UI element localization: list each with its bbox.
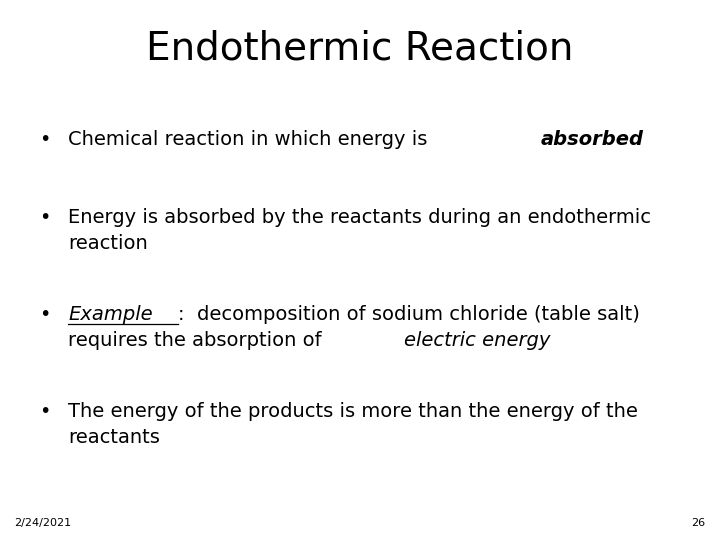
Text: electric energy: electric energy <box>404 331 550 350</box>
Text: •: • <box>40 130 51 148</box>
Text: •: • <box>40 305 51 324</box>
Text: Chemical reaction in which energy is: Chemical reaction in which energy is <box>68 130 434 148</box>
Text: requires the absorption of: requires the absorption of <box>68 331 328 350</box>
Text: •: • <box>40 208 51 227</box>
Text: absorbed: absorbed <box>540 130 643 148</box>
Text: Endothermic Reaction: Endothermic Reaction <box>146 30 574 68</box>
Text: •: • <box>40 402 51 421</box>
Text: 26: 26 <box>691 518 706 528</box>
Text: Example: Example <box>68 305 153 324</box>
Text: The energy of the products is more than the energy of the: The energy of the products is more than … <box>68 402 638 421</box>
Text: :  decomposition of sodium chloride (table salt): : decomposition of sodium chloride (tabl… <box>178 305 639 324</box>
Text: 2/24/2021: 2/24/2021 <box>14 518 71 528</box>
Text: reactants: reactants <box>68 428 161 447</box>
Text: Energy is absorbed by the reactants during an endothermic: Energy is absorbed by the reactants duri… <box>68 208 652 227</box>
Text: reaction: reaction <box>68 234 148 253</box>
